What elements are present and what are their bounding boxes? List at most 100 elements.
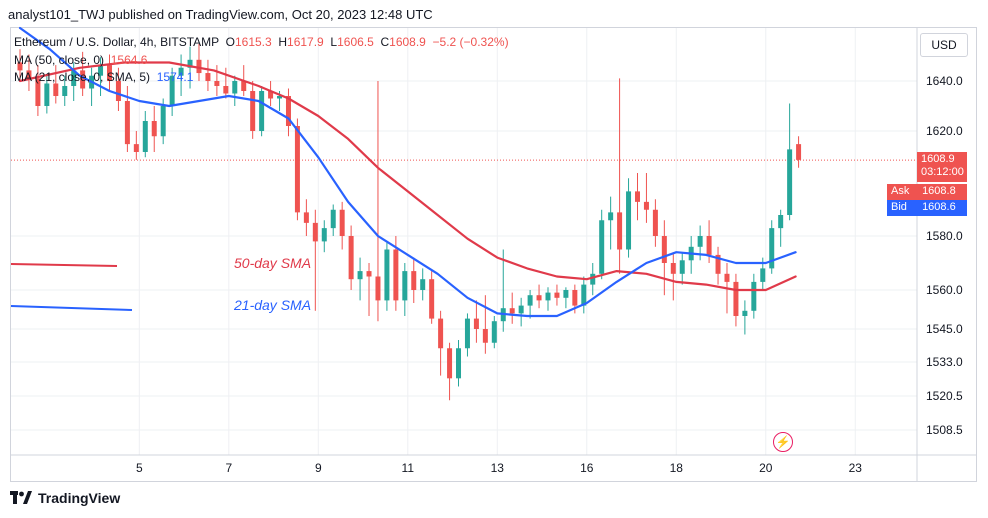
candle-body — [590, 273, 596, 285]
footer-brand-text: TradingView — [38, 490, 121, 506]
candle-body — [697, 236, 703, 247]
candle-body — [572, 290, 578, 306]
candle-body — [294, 126, 300, 213]
candle-body — [205, 73, 211, 81]
legend-ma21-label: MA (21, close, 0, SMA, 5) — [14, 70, 151, 84]
bid-value: 1608.6 — [922, 201, 956, 213]
ask-label: Ask — [891, 185, 910, 197]
candle-body — [733, 281, 739, 316]
candle-body — [429, 279, 435, 319]
last-price-tag: 1608.9 03:12:00 — [917, 152, 967, 182]
legend-ma21-row[interactable]: MA (21, close, 0, SMA, 5) 1574.1 — [14, 70, 193, 84]
candle-body — [53, 83, 59, 96]
candle-body — [670, 263, 676, 274]
candle-body — [626, 191, 632, 250]
candle-body — [509, 308, 515, 314]
legend-ohlc-l-value: 1606.5 — [337, 35, 374, 49]
last-price-value: 1608.9 — [921, 153, 955, 165]
y-tick-label: 1580.0 — [926, 229, 963, 243]
candle-body — [277, 96, 283, 99]
candle-body — [115, 81, 121, 101]
annotation-line-21-day-sma — [10, 305, 133, 311]
candle-body — [652, 209, 658, 236]
legend-ma50-row[interactable]: MA (50, close, 0) 1564.6 — [14, 53, 147, 67]
candle-body — [464, 318, 470, 349]
candle-body — [196, 59, 202, 74]
y-tick-label: 1560.0 — [926, 283, 963, 297]
candle-body — [706, 236, 712, 255]
candle-body — [187, 59, 193, 68]
candle-body — [232, 81, 238, 94]
candle-body — [241, 81, 247, 91]
ma50-line — [18, 61, 797, 292]
ask-tag: Ask 1608.8 — [887, 184, 967, 200]
candle-body — [71, 70, 77, 86]
x-tick-label: 23 — [849, 461, 863, 475]
chart-canvas[interactable]: 1640.0 1620.0 1580.0 1560.0 1545.0 1533.0 1520… — [0, 0, 988, 490]
legend-ohlc-h-label: H — [278, 35, 288, 49]
candle-body — [169, 75, 175, 106]
y-tick-label: 1545.0 — [926, 322, 963, 336]
legend-ohlc-o-label: O — [225, 35, 235, 49]
x-tick-label: 9 — [315, 461, 322, 475]
footer-brand[interactable]: TradingView — [10, 490, 120, 506]
candle-body — [536, 295, 542, 301]
chart-frame[interactable] — [10, 27, 977, 482]
candle-body — [384, 249, 390, 301]
candle-body — [259, 91, 265, 131]
annotation-line-50-day-sma — [10, 263, 118, 267]
candle-body — [491, 321, 497, 343]
candle-body — [44, 83, 50, 106]
legend-ohlc-h-value: 1617.9 — [287, 35, 324, 49]
candle-body — [518, 305, 524, 314]
candle-body — [796, 144, 802, 160]
candle-body — [617, 212, 623, 250]
candle-body — [214, 81, 220, 86]
candle-body — [223, 86, 229, 94]
candle-body — [402, 271, 408, 301]
candle-body — [250, 91, 256, 131]
candle-body — [133, 144, 139, 152]
legend-symbol-row: Ethereum / U.S. Dollar, 4h, BITSTAMP O16… — [14, 35, 509, 49]
x-tick-label: 7 — [225, 461, 232, 475]
candle-body — [527, 295, 533, 306]
lightning-icon[interactable]: ⚡ — [773, 432, 793, 452]
candle-body — [321, 228, 327, 242]
x-tick-label: 18 — [670, 461, 684, 475]
ask-value: 1608.8 — [922, 185, 956, 197]
candle-body — [715, 254, 721, 274]
candle-body — [303, 212, 309, 223]
candle-body — [142, 121, 148, 152]
annotation-50-day-sma: 50-day SMA — [234, 255, 312, 271]
candle-body — [285, 96, 291, 126]
candle-body — [438, 318, 444, 349]
x-tick-label: 11 — [402, 461, 415, 475]
y-tick-label: 1520.5 — [926, 389, 963, 403]
candle-body — [420, 279, 426, 290]
candle-body — [339, 209, 345, 236]
ma21-line — [18, 26, 797, 318]
candle-body — [375, 276, 381, 301]
candle-body — [581, 284, 587, 306]
y-tick-label: 1508.5 — [926, 423, 963, 437]
candle-body — [330, 209, 336, 229]
bid-tag: Bid 1608.6 — [887, 200, 967, 216]
candle-body — [482, 329, 488, 343]
candle-body — [178, 67, 184, 76]
candle-body — [760, 268, 766, 282]
x-tick-label: 13 — [491, 461, 505, 475]
candle-body — [348, 236, 354, 280]
candle-body — [634, 191, 640, 202]
tradingview-logo-icon — [10, 491, 32, 505]
candle-body — [17, 62, 23, 71]
bid-label: Bid — [891, 201, 907, 213]
candle-body — [679, 260, 685, 274]
x-tick-label: 16 — [580, 461, 594, 475]
legend-ma50-label: MA (50, close, 0) — [14, 53, 105, 67]
currency-selector[interactable]: USD — [920, 33, 968, 57]
candle-body — [106, 65, 112, 81]
candle-body — [35, 78, 41, 106]
y-tick-label: 1533.0 — [926, 355, 963, 369]
candle-body — [456, 348, 462, 379]
candle-body — [124, 101, 130, 145]
